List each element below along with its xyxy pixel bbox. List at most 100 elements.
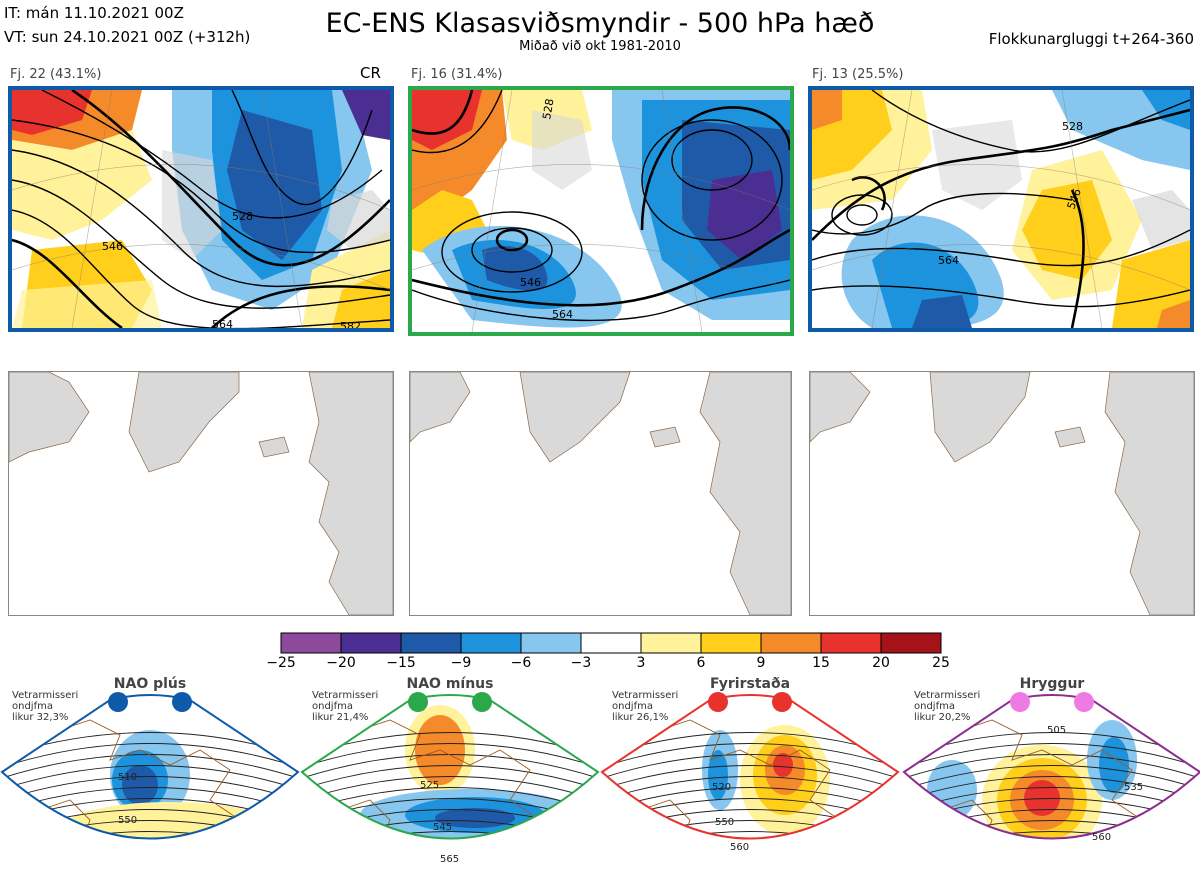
regime-marker-dot <box>1010 692 1030 712</box>
colorbar-tick-label: −9 <box>450 655 472 671</box>
height-contour <box>602 765 898 794</box>
basemap-3 <box>809 371 1195 616</box>
cluster-3-map: 528 546 564 <box>808 86 1194 332</box>
regime-note-line: Vetrarmisseri <box>914 690 981 701</box>
regime-title: NAO mínus <box>406 676 494 692</box>
anomaly-shading <box>122 765 158 805</box>
regime-note-line: likur 21,4% <box>312 712 369 723</box>
regime-contour-label: 560 <box>1092 832 1111 843</box>
regime-outline <box>600 694 900 840</box>
contour-label: 528 <box>232 210 253 223</box>
regime-note-line: ondjfma <box>612 701 653 712</box>
anomaly-shading <box>1099 737 1129 793</box>
anomaly-shading <box>708 750 728 800</box>
colorbar-tick-label: −6 <box>510 655 532 671</box>
colorbar-tick-label: −20 <box>326 655 356 671</box>
regime-map: 520 550 560 <box>600 692 900 871</box>
regime-marker-dot <box>108 692 128 712</box>
colorbar-swatch <box>700 632 762 654</box>
colorbar-swatch <box>280 632 342 654</box>
height-contour <box>904 831 1200 839</box>
anomaly-shading <box>1014 857 1050 870</box>
height-contour <box>904 776 1200 805</box>
colorbar <box>280 632 942 654</box>
cluster-3-label: Fj. 13 (25.5%) <box>812 67 904 82</box>
contour-label: 528 <box>540 98 556 121</box>
anomaly-shading <box>773 753 793 777</box>
contour-label: 564 <box>938 254 959 267</box>
colorbar-tick-label: 3 <box>636 655 646 671</box>
regime-note-line: ondjfma <box>914 701 955 712</box>
height-contour <box>904 765 1200 794</box>
height-contour <box>602 743 898 772</box>
colorbar-tick-label: 6 <box>696 655 706 671</box>
colorbar-tick-label: 9 <box>756 655 766 671</box>
height-contour <box>302 831 598 839</box>
regime-contour-label: 525 <box>420 780 439 791</box>
colorbar-tick-label: −3 <box>570 655 592 671</box>
regime-note-line: Vetrarmisseri <box>12 690 79 701</box>
contour-label: 582 <box>340 320 361 328</box>
height-contour <box>0 843 300 871</box>
regime-title: Hryggur <box>1019 676 1085 692</box>
regime-note-line: Vetrarmisseri <box>312 690 379 701</box>
regime-marker-dot <box>172 692 192 712</box>
init-time: IT: mán 11.10.2021 00Z <box>4 4 184 22</box>
regime-map: 525 545 565 <box>300 692 600 865</box>
colorbar-swatch <box>880 632 942 654</box>
page-subtitle: Miðað við okt 1981-2010 <box>519 39 681 54</box>
height-contour <box>600 854 900 871</box>
colorbar-tick-label: −15 <box>386 655 416 671</box>
regime-note: Vetrarmisseri ondjfma likur 26,1% <box>612 690 678 723</box>
regime-marker-dot <box>772 692 792 712</box>
colorbar-swatch <box>760 632 822 654</box>
height-contour <box>2 776 298 805</box>
height-contour <box>600 843 900 871</box>
height-contour <box>602 776 898 805</box>
regime-contour-label: 510 <box>118 772 137 783</box>
regime-contour-label: 520 <box>712 782 731 793</box>
colorbar-tick-label: −25 <box>266 655 296 671</box>
valid-time: VT: sun 24.10.2021 00Z (+312h) <box>4 28 251 46</box>
height-contour <box>902 843 1200 871</box>
height-contour <box>0 854 300 871</box>
colorbar-swatch <box>580 632 642 654</box>
regime-map: 505 535 560 <box>902 692 1200 871</box>
colorbar-swatch <box>520 632 582 654</box>
regime-note: Vetrarmisseri ondjfma likur 20,2% <box>914 690 980 723</box>
height-contour <box>904 743 1200 772</box>
regime-note: Vetrarmisseri ondjfma likur 21,4% <box>312 690 378 723</box>
contour-label: 528 <box>1062 120 1083 133</box>
regime-marker-dot <box>472 692 492 712</box>
regime-note-line: likur 20,2% <box>914 712 971 723</box>
contour-label: 564 <box>552 308 573 321</box>
colorbar-swatch <box>340 632 402 654</box>
page-title: EC-ENS Klasasviðsmyndir - 500 hPa hæð <box>325 8 875 39</box>
regime-outline <box>0 694 300 840</box>
regime-marker-dot <box>708 692 728 712</box>
regime-map: 510 550 <box>0 692 300 871</box>
regime-contour-label: 545 <box>433 822 452 833</box>
height-contour <box>302 776 598 805</box>
regime-outline <box>300 694 600 840</box>
height-contour <box>2 765 298 794</box>
regime-contour-label: 535 <box>1124 782 1143 793</box>
cluster-2-map: 546 564 528 <box>408 86 794 336</box>
regime-note-line: Vetrarmisseri <box>612 690 679 701</box>
height-contour <box>302 765 598 794</box>
colorbar-tick-label: 25 <box>932 655 950 671</box>
regime-title: NAO plús <box>113 676 187 692</box>
height-contour <box>302 743 598 772</box>
regime-contour-label: 560 <box>730 842 749 853</box>
regime-marker-dot <box>1074 692 1094 712</box>
colorbar-swatch <box>400 632 462 654</box>
cluster-1-map: 546 528 564 582 <box>8 86 394 332</box>
regime-marker-dot <box>408 692 428 712</box>
colorbar-swatch <box>640 632 702 654</box>
colorbar-tick-label: 15 <box>812 655 830 671</box>
height-contour <box>2 831 298 839</box>
regime-contour-label: 550 <box>715 817 734 828</box>
colorbar-swatch <box>460 632 522 654</box>
regime-note-line: ondjfma <box>12 701 53 712</box>
regime-contour-label: 565 <box>440 854 459 865</box>
